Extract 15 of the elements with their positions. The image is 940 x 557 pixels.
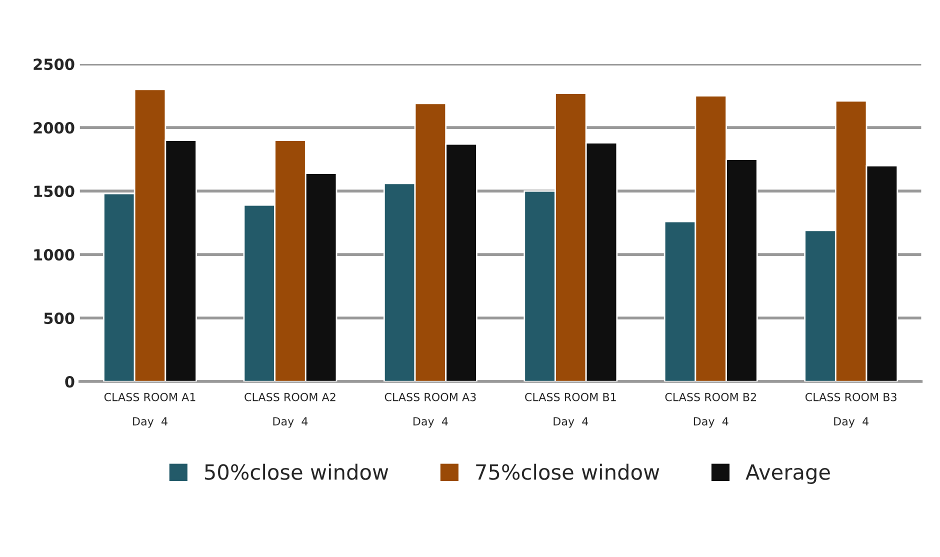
category-label: CLASS ROOM B1 Day 4	[525, 392, 616, 428]
y-tick-label: 2000	[34, 122, 74, 134]
category-label: CLASS ROOM B2 Day 4	[665, 392, 756, 428]
legend-label: 75%close window	[476, 464, 660, 480]
category-label: CLASS ROOM A1 Day 4	[104, 392, 196, 428]
y-tick-label: 500	[44, 312, 74, 324]
y-tick-label: 0	[65, 376, 74, 388]
category-label: CLASS ROOM A3 Day 4	[384, 392, 476, 428]
legend-label: 50%close window	[205, 464, 388, 480]
y-tick-label: 1000	[34, 249, 74, 261]
category-label: CLASS ROOM B3 Day 4	[805, 392, 896, 428]
legend-label: Average	[746, 464, 830, 484]
y-tick-label: 2500	[34, 58, 74, 70]
category-label: CLASS ROOM A2 Day 4	[244, 392, 336, 428]
y-tick-label: 1500	[34, 186, 74, 198]
